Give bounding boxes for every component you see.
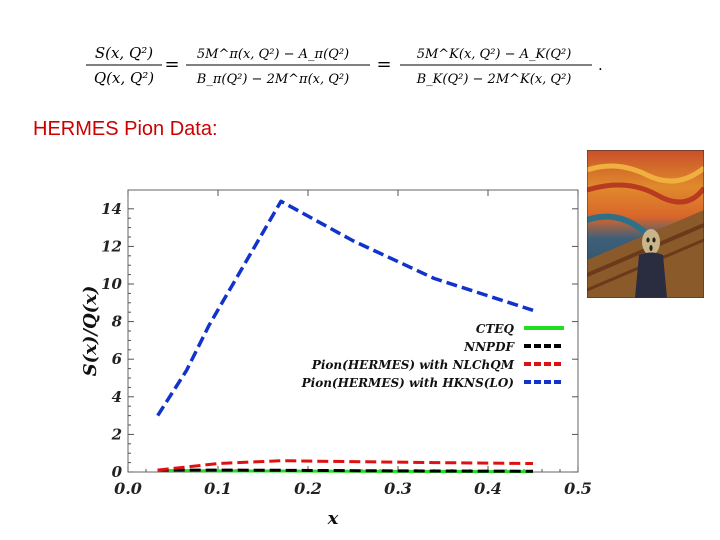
legend-label: CTEQ	[476, 322, 515, 336]
formula-period: .	[598, 56, 603, 74]
legend-label: Pion(HERMES) with HKNS(LO)	[301, 376, 514, 390]
y-tick-label: 2	[111, 425, 122, 443]
x-tick-label: 0.1	[204, 479, 232, 498]
formula-pion-numerator: 5M^π(x, Q²) − A_π(Q²)	[197, 47, 349, 62]
formula-equals-1: =	[164, 54, 179, 75]
x-tick-label: 0.4	[474, 479, 502, 498]
plot-frame	[127, 189, 579, 473]
legend-label: NNPDF	[463, 340, 515, 354]
y-tick-label: 8	[112, 313, 123, 331]
y-tick-label: 0	[112, 463, 123, 481]
x-tick-label: 0.3	[384, 479, 412, 498]
y-tick-label: 12	[101, 237, 122, 255]
y-tick-label: 14	[101, 200, 122, 218]
formula-equals-2: =	[376, 54, 391, 75]
x-tick-label: 0.5	[564, 479, 592, 498]
y-tick-label: 4	[112, 388, 122, 406]
formula-lhs-denominator: Q(x, Q²)	[94, 69, 154, 87]
formula-lhs-numerator: S(x, Q²)	[95, 44, 153, 62]
series-line-2	[157, 459, 534, 472]
series-line-3	[156, 199, 534, 417]
formula-kaon-denominator: B_K(Q²) − 2M^K(x, Q²)	[416, 72, 572, 87]
series-line-1	[157, 468, 534, 473]
x-axis-label: x	[327, 508, 339, 529]
formula-pion-denominator: B_π(Q²) − 2M^π(x, Q²)	[196, 72, 349, 87]
y-tick-label: 10	[101, 275, 122, 293]
painting-image	[587, 150, 704, 298]
y-tick-label: 6	[112, 350, 123, 368]
y-axis-label: S(x)/Q(x)	[80, 286, 101, 377]
x-tick-label: 0.2	[294, 479, 322, 498]
legend-label: Pion(HERMES) with NLChQM	[311, 358, 515, 372]
section-title: HERMES Pion Data:	[33, 118, 218, 140]
formula-kaon-numerator: 5M^K(x, Q²) − A_K(Q²)	[417, 47, 572, 62]
ratio-formula: S(x, Q²) Q(x, Q²) = 5M^π(x, Q²) − A_π(Q²…	[86, 44, 603, 87]
line-chart: 0.0 0.1 0.2 0.3 0.4 0.5 0 2 4 6 8 10 12 14 x S(x)/Q(x) C…	[80, 189, 592, 529]
x-tick-label: 0.0	[114, 479, 142, 498]
